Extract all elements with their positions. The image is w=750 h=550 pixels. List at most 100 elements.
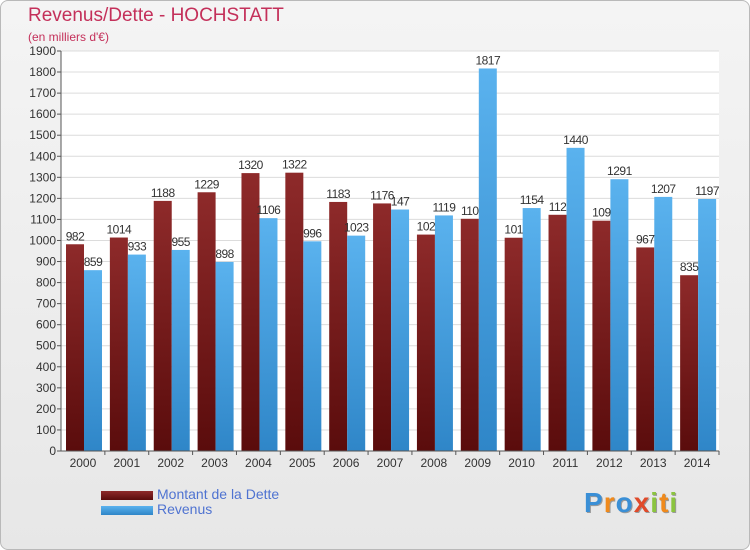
data-label-revenus: 898 <box>215 247 234 261</box>
logo-letter: i <box>669 487 679 518</box>
data-label-revenus: 147 <box>391 195 410 209</box>
bar-dette <box>548 214 567 451</box>
x-tick-label: 2011 <box>553 456 579 470</box>
data-label-revenus: 1154 <box>520 193 545 207</box>
data-label-revenus: 1197 <box>695 184 720 198</box>
bar-dette <box>592 220 611 451</box>
bar-revenus <box>478 68 497 451</box>
bar-revenus <box>698 199 717 451</box>
y-tick-label: 400 <box>36 360 56 374</box>
y-tick-label: 1300 <box>29 170 56 184</box>
data-label-dette: 1014 <box>107 223 133 237</box>
bar-dette <box>109 237 128 451</box>
data-label-dette: 112 <box>549 200 567 214</box>
x-tick-label: 2003 <box>201 456 228 470</box>
data-label-revenus: 955 <box>171 235 190 249</box>
x-tick-label: 2006 <box>333 456 360 470</box>
x-tick-label: 2005 <box>289 456 316 470</box>
data-label-dette: 1188 <box>151 186 176 200</box>
logo-letter: i <box>650 487 660 518</box>
y-tick-label: 500 <box>36 339 56 353</box>
bar-revenus <box>434 215 453 451</box>
proxiti-logo: Proxiti <box>584 487 678 519</box>
y-tick-label: 700 <box>36 297 56 311</box>
data-label-dette: 110 <box>461 204 479 218</box>
x-tick-label: 2014 <box>684 456 711 470</box>
y-tick-label: 300 <box>36 381 56 395</box>
y-tick-label: 1900 <box>29 44 56 58</box>
y-tick-label: 1600 <box>29 107 56 121</box>
data-label-revenus: 1106 <box>257 203 282 217</box>
x-tick-label: 2001 <box>113 456 140 470</box>
bar-dette <box>197 192 216 451</box>
y-tick-label: 600 <box>36 318 56 332</box>
data-label-revenus: 1119 <box>432 200 456 214</box>
bar-revenus <box>215 261 234 451</box>
data-label-dette: 101 <box>504 223 523 237</box>
bar-revenus <box>84 270 102 451</box>
data-label-revenus: 859 <box>84 255 103 269</box>
legend-swatch-revenus <box>101 506 153 515</box>
bar-revenus <box>347 235 366 451</box>
data-label-dette: 1183 <box>326 187 351 201</box>
bar-dette <box>329 201 348 451</box>
logo-letter: x <box>633 487 651 518</box>
axes <box>60 51 719 452</box>
y-tick-label: 900 <box>36 255 56 269</box>
logo-letter: o <box>615 487 634 518</box>
y-tick-label: 1700 <box>29 86 56 100</box>
legend-label-revenus: Revenus <box>157 501 213 517</box>
x-tick-label: 2007 <box>377 456 404 470</box>
bar-dette <box>153 200 172 451</box>
bar-revenus <box>566 147 585 451</box>
bar-dette <box>680 275 699 451</box>
logo-letter: P <box>584 487 604 518</box>
bars <box>66 68 717 452</box>
bar-revenus <box>127 254 146 451</box>
bar-revenus <box>654 196 673 451</box>
data-label-revenus: 1291 <box>607 164 633 178</box>
x-tick-label: 2004 <box>245 456 272 470</box>
x-tick-label: 2000 <box>70 456 97 470</box>
x-tick-label: 2009 <box>464 456 491 470</box>
y-tick-label: 100 <box>36 423 56 437</box>
y-tick-label: 200 <box>36 402 56 416</box>
bar-dette <box>460 218 479 451</box>
chart-subtitle: (en milliers d'€) <box>28 30 109 44</box>
bar-revenus <box>610 179 629 452</box>
bar-dette <box>66 244 84 451</box>
bar-revenus <box>259 218 278 451</box>
x-tick-label: 2002 <box>157 456 184 470</box>
data-label-dette: 982 <box>66 229 85 243</box>
y-axis-ticks: 0 100 200 300 400 500 600 700 800 900 1000 1100 1200… <box>29 44 61 458</box>
y-tick-label: 1100 <box>30 212 56 226</box>
x-tick-label: 2013 <box>640 456 667 470</box>
logo-letter: t <box>659 487 670 518</box>
data-label-revenus: 1440 <box>563 133 589 147</box>
data-label-dette: 1229 <box>194 177 220 191</box>
data-label-revenus: 1817 <box>475 53 501 67</box>
y-tick-label: 1800 <box>29 65 56 79</box>
chart-title: Revenus/Dette - HOCHSTATT <box>28 5 284 26</box>
data-label-revenus: 933 <box>128 240 147 254</box>
data-label-revenus: 996 <box>303 226 322 240</box>
logo-letter: r <box>603 487 616 518</box>
y-tick-label: 1200 <box>29 191 56 205</box>
y-tick-label: 1400 <box>29 149 56 163</box>
bar-revenus <box>391 209 410 451</box>
bar-dette <box>504 237 523 451</box>
x-tick-label: 2008 <box>421 456 448 470</box>
x-tick-label: 2010 <box>508 456 535 470</box>
bar-dette <box>636 247 655 451</box>
legend-swatch-debt <box>101 491 153 500</box>
y-tick-label: 1500 <box>29 128 56 142</box>
bar-dette <box>285 172 304 451</box>
data-label-dette: 1176 <box>370 188 395 202</box>
bar-dette <box>373 203 392 451</box>
x-axis-ticks: 2000 2001 2002 2003 2004 2005 2006 2007 2008 2009… <box>70 451 720 470</box>
y-tick-label: 0 <box>49 444 56 458</box>
bar-revenus <box>522 208 541 451</box>
x-tick-label: 2012 <box>596 456 623 470</box>
